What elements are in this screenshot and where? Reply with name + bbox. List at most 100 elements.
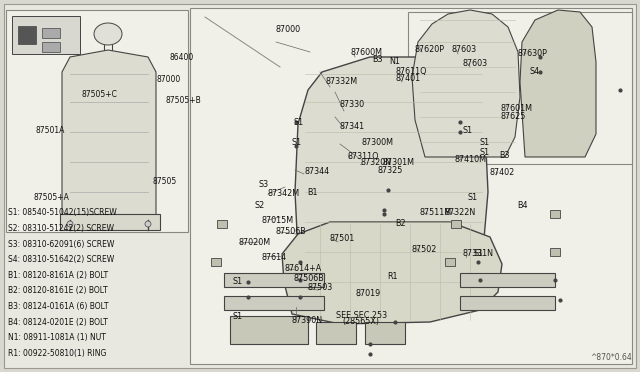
Polygon shape xyxy=(60,214,160,230)
Text: 87630P: 87630P xyxy=(517,49,547,58)
Text: 87505+C: 87505+C xyxy=(82,90,118,99)
Text: N1: 08911-1081A (1) NUT: N1: 08911-1081A (1) NUT xyxy=(8,333,106,342)
Polygon shape xyxy=(295,57,488,314)
Text: 87390N: 87390N xyxy=(291,316,323,325)
Bar xyxy=(42,28,60,38)
Text: 87020M: 87020M xyxy=(238,238,270,247)
Text: S4: S4 xyxy=(530,67,540,76)
Bar xyxy=(230,316,308,344)
Text: 87501: 87501 xyxy=(330,234,355,243)
Text: 87401: 87401 xyxy=(396,74,420,83)
Text: 87505+B: 87505+B xyxy=(165,96,201,105)
Text: 87506B: 87506B xyxy=(275,227,306,236)
Ellipse shape xyxy=(94,23,122,45)
Bar xyxy=(460,296,555,310)
Bar xyxy=(550,248,560,256)
Text: S1: S1 xyxy=(233,278,243,286)
Bar xyxy=(460,273,555,287)
Text: 87000: 87000 xyxy=(157,76,181,84)
Bar xyxy=(18,26,36,44)
Text: B4: 08124-0201E (2) BOLT: B4: 08124-0201E (2) BOLT xyxy=(8,318,108,327)
Text: B3: 08124-0161A (6) BOLT: B3: 08124-0161A (6) BOLT xyxy=(8,302,109,311)
Polygon shape xyxy=(520,10,596,157)
Text: 87300M: 87300M xyxy=(362,138,394,147)
Text: S1: S1 xyxy=(480,148,490,157)
Text: S3: S3 xyxy=(259,180,269,189)
Text: B1: 08120-8161A (2) BOLT: B1: 08120-8161A (2) BOLT xyxy=(8,271,108,280)
Circle shape xyxy=(67,221,73,227)
Text: (28565X): (28565X) xyxy=(342,317,380,326)
Text: B3: B3 xyxy=(499,151,509,160)
Bar xyxy=(42,42,60,52)
Bar xyxy=(316,322,356,344)
Text: 87341: 87341 xyxy=(339,122,364,131)
Text: 87000: 87000 xyxy=(275,25,300,34)
Bar xyxy=(445,258,455,266)
Text: S1: 08540-51042(15)SCREW: S1: 08540-51042(15)SCREW xyxy=(8,208,116,217)
Text: 87625: 87625 xyxy=(500,112,526,121)
Text: 87503: 87503 xyxy=(308,283,333,292)
Text: 87331N: 87331N xyxy=(462,249,493,258)
Bar xyxy=(408,12,632,164)
Bar xyxy=(6,10,188,232)
Text: S1: S1 xyxy=(474,249,484,258)
Text: S1: S1 xyxy=(462,126,472,135)
Text: N1: N1 xyxy=(389,57,400,66)
Bar xyxy=(217,220,227,228)
Text: 87320N: 87320N xyxy=(361,158,392,167)
Text: B1: B1 xyxy=(307,188,317,197)
Text: 87332M: 87332M xyxy=(325,77,357,86)
Text: R1: 00922-50810(1) RING: R1: 00922-50810(1) RING xyxy=(8,349,106,358)
Text: 87325: 87325 xyxy=(378,166,403,175)
Text: 87015M: 87015M xyxy=(261,216,293,225)
Text: S2: 08310-51242(2) SCREW: S2: 08310-51242(2) SCREW xyxy=(8,224,114,233)
Text: 87614+A: 87614+A xyxy=(285,264,322,273)
Text: S1: S1 xyxy=(233,312,243,321)
Text: 87506B: 87506B xyxy=(293,274,324,283)
Text: S3: 08310-62091(6) SCREW: S3: 08310-62091(6) SCREW xyxy=(8,240,115,248)
Text: 87505: 87505 xyxy=(152,177,177,186)
Polygon shape xyxy=(62,50,156,224)
Text: 87611Q: 87611Q xyxy=(396,67,427,76)
Bar xyxy=(224,273,324,287)
Text: 87603: 87603 xyxy=(451,45,476,54)
Text: R1: R1 xyxy=(387,272,397,280)
Bar xyxy=(451,220,461,228)
Text: 87330: 87330 xyxy=(339,100,364,109)
Text: B2: B2 xyxy=(396,219,406,228)
Text: B4: B4 xyxy=(517,201,527,210)
Text: 87620P: 87620P xyxy=(415,45,445,54)
Bar xyxy=(12,16,80,54)
Text: S1: S1 xyxy=(467,193,477,202)
Circle shape xyxy=(145,221,151,227)
Text: S1: S1 xyxy=(292,138,302,147)
Text: 87019: 87019 xyxy=(356,289,381,298)
Text: 87600M: 87600M xyxy=(351,48,383,57)
Text: 87322N: 87322N xyxy=(445,208,476,217)
Text: 87410M: 87410M xyxy=(454,155,486,164)
Text: 87614: 87614 xyxy=(261,253,286,262)
Text: 87502: 87502 xyxy=(412,246,437,254)
Bar xyxy=(211,258,221,266)
Text: 86400: 86400 xyxy=(170,53,194,62)
Text: 87601M: 87601M xyxy=(500,104,532,113)
Bar xyxy=(365,322,405,344)
Bar xyxy=(190,8,632,364)
Polygon shape xyxy=(412,10,520,157)
Text: S4: 08310-51642(2) SCREW: S4: 08310-51642(2) SCREW xyxy=(8,255,115,264)
Bar xyxy=(224,296,324,310)
Text: 87342M: 87342M xyxy=(268,189,300,198)
Text: B2: 08120-8161E (2) BOLT: B2: 08120-8161E (2) BOLT xyxy=(8,286,108,295)
Text: 87311Q: 87311Q xyxy=(348,152,379,161)
Bar xyxy=(550,210,560,218)
Text: 87511M: 87511M xyxy=(419,208,451,217)
Text: 87505+A: 87505+A xyxy=(33,193,69,202)
Text: ^870*0.64: ^870*0.64 xyxy=(590,353,632,362)
Text: 87501A: 87501A xyxy=(35,126,65,135)
Text: 87344: 87344 xyxy=(305,167,330,176)
Text: S1: S1 xyxy=(293,118,303,126)
Text: 87301M: 87301M xyxy=(383,158,415,167)
Text: S1: S1 xyxy=(480,138,490,147)
Text: SEE SEC.253: SEE SEC.253 xyxy=(336,311,387,320)
Polygon shape xyxy=(282,222,502,324)
